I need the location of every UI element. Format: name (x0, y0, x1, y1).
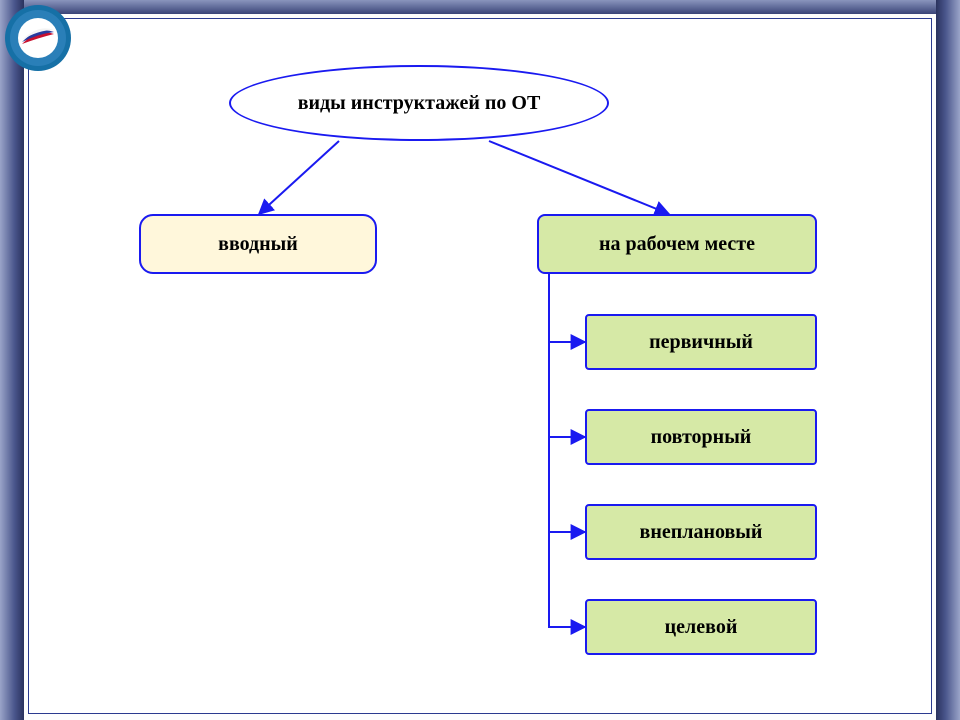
edge-workplace-primary (549, 274, 585, 342)
node-unplanned: внеплановый (585, 504, 817, 560)
node-title: виды инструктажей по ОТ (229, 65, 609, 141)
node-target: целевой (585, 599, 817, 655)
org-logo (4, 4, 72, 72)
top-accent-bar (0, 0, 960, 14)
edge-title-intro (259, 141, 339, 214)
slide: виды инструктажей по ОТ вводный на рабоче… (0, 0, 960, 720)
edge-title-workplace (489, 141, 669, 214)
node-primary-label: первичный (649, 331, 753, 354)
node-unplanned-label: внеплановый (640, 521, 763, 544)
node-primary: первичный (585, 314, 817, 370)
logo-icon (4, 4, 72, 72)
node-intro-label: вводный (218, 233, 298, 256)
node-target-label: целевой (665, 616, 738, 639)
node-title-label: виды инструктажей по ОТ (298, 92, 541, 115)
node-repeat: повторный (585, 409, 817, 465)
edge-workplace-target (549, 274, 585, 627)
node-workplace: на рабочем месте (537, 214, 817, 274)
right-accent-bar (936, 0, 960, 720)
node-repeat-label: повторный (651, 426, 752, 449)
edge-workplace-repeat (549, 274, 585, 437)
left-accent-bar (0, 0, 24, 720)
diagram-canvas: виды инструктажей по ОТ вводный на рабоче… (29, 19, 931, 714)
edge-workplace-unplanned (549, 274, 585, 532)
node-intro: вводный (139, 214, 377, 274)
node-workplace-label: на рабочем месте (599, 233, 755, 256)
